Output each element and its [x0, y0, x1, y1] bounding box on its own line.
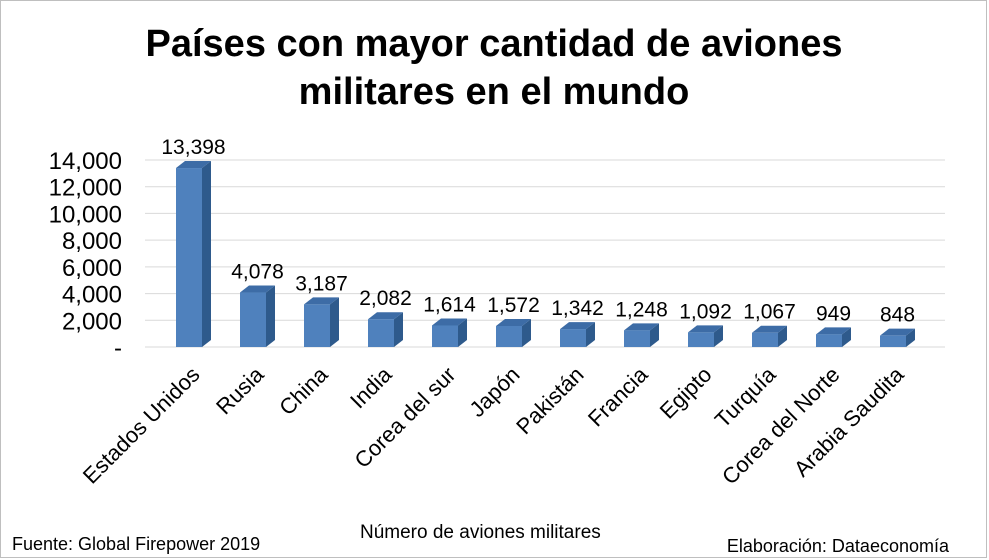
- x-tick-label: Egipto: [655, 362, 717, 424]
- bar-side: [714, 325, 723, 347]
- bar: [496, 319, 531, 347]
- x-tick-label: Japón: [464, 362, 524, 422]
- bar-top: [560, 322, 595, 330]
- bar-side: [650, 323, 659, 347]
- value-label: 3,187: [295, 272, 348, 295]
- y-tick-label: 6,000: [62, 255, 122, 282]
- credit-note: Elaboración: Dataeconomía: [726, 536, 949, 556]
- bar-side: [842, 327, 851, 347]
- bar: [304, 297, 339, 347]
- bar: [432, 318, 467, 347]
- bar-front: [240, 292, 266, 347]
- x-tick-label: Corea del Norte: [717, 362, 845, 490]
- bar-front: [880, 335, 906, 347]
- bar-side: [330, 297, 339, 347]
- bar-front: [688, 332, 714, 347]
- bar-side: [906, 328, 915, 347]
- bar-top: [688, 325, 723, 333]
- bar-top: [176, 161, 211, 169]
- chart-title-line-1: Países con mayor cantidad de aviones: [146, 23, 843, 65]
- bar-side: [522, 319, 531, 347]
- x-axis-title: Número de aviones militares: [360, 522, 601, 543]
- bar: [368, 312, 403, 347]
- bar-top: [816, 327, 851, 335]
- bar-top: [880, 328, 915, 336]
- y-tick-label: -: [114, 335, 122, 362]
- bar-top: [496, 319, 531, 327]
- bar-front: [496, 326, 522, 347]
- bar: [560, 322, 595, 347]
- bar-front: [752, 332, 778, 347]
- x-tick-label: Rusia: [211, 361, 269, 419]
- bar-side: [586, 322, 595, 347]
- value-label: 2,082: [359, 287, 412, 310]
- bar-front: [816, 334, 842, 347]
- bar: [688, 325, 723, 347]
- y-tick-label: 10,000: [49, 201, 122, 228]
- value-labels: 13,398 4,078 3,187 2,082 1,614 1,572 1,342 1,24…: [161, 136, 915, 327]
- value-label: 949: [816, 302, 851, 325]
- x-tick-label: China: [274, 361, 333, 420]
- value-label: 1,342: [551, 297, 604, 320]
- bar: [752, 325, 787, 347]
- x-tick-label: Estados Unidos: [78, 362, 205, 489]
- bar-top: [624, 323, 659, 331]
- y-tick-label: 14,000: [49, 148, 122, 175]
- bar-front: [560, 329, 586, 347]
- y-tick-label: 2,000: [62, 308, 122, 335]
- value-label: 1,572: [487, 294, 540, 317]
- bar-top: [240, 285, 275, 293]
- bar-front: [304, 304, 330, 347]
- value-label: 1,067: [743, 301, 796, 324]
- value-label: 4,078: [231, 261, 284, 284]
- bar: [880, 328, 915, 347]
- bar-top: [304, 297, 339, 305]
- bar: [816, 327, 851, 347]
- gridlines: [145, 159, 945, 348]
- bar: [176, 161, 211, 347]
- bar: [240, 285, 275, 347]
- bar-front: [432, 325, 458, 347]
- value-label: 1,092: [679, 300, 732, 323]
- x-tick-label: Arabia Saudita: [789, 361, 909, 481]
- bar-top: [432, 318, 467, 326]
- value-label: 1,248: [615, 298, 668, 321]
- bar-top: [368, 312, 403, 320]
- bars: [176, 161, 915, 347]
- bar-front: [176, 168, 202, 347]
- x-tick-label: Francia: [583, 361, 653, 431]
- bar: [624, 323, 659, 347]
- value-label: 1,614: [423, 293, 476, 316]
- value-label: 13,398: [161, 136, 225, 159]
- bar-side: [458, 318, 467, 347]
- source-note: Fuente: Global Firepower 2019: [12, 534, 261, 554]
- bar-side: [202, 161, 211, 347]
- bar-top: [752, 325, 787, 333]
- x-tick-label: Pakistán: [511, 362, 588, 439]
- bar-side: [266, 285, 275, 347]
- y-tick-label: 12,000: [49, 175, 122, 202]
- chart-title-line-2: militares en el mundo: [299, 71, 690, 113]
- bar-front: [624, 330, 650, 347]
- y-tick-label: 8,000: [62, 228, 122, 255]
- bar-front: [368, 319, 394, 347]
- bar-side: [394, 312, 403, 347]
- bar-side: [778, 325, 787, 347]
- y-tick-label: 4,000: [62, 282, 122, 309]
- value-label: 848: [880, 304, 915, 327]
- x-tick-label: India: [345, 361, 397, 413]
